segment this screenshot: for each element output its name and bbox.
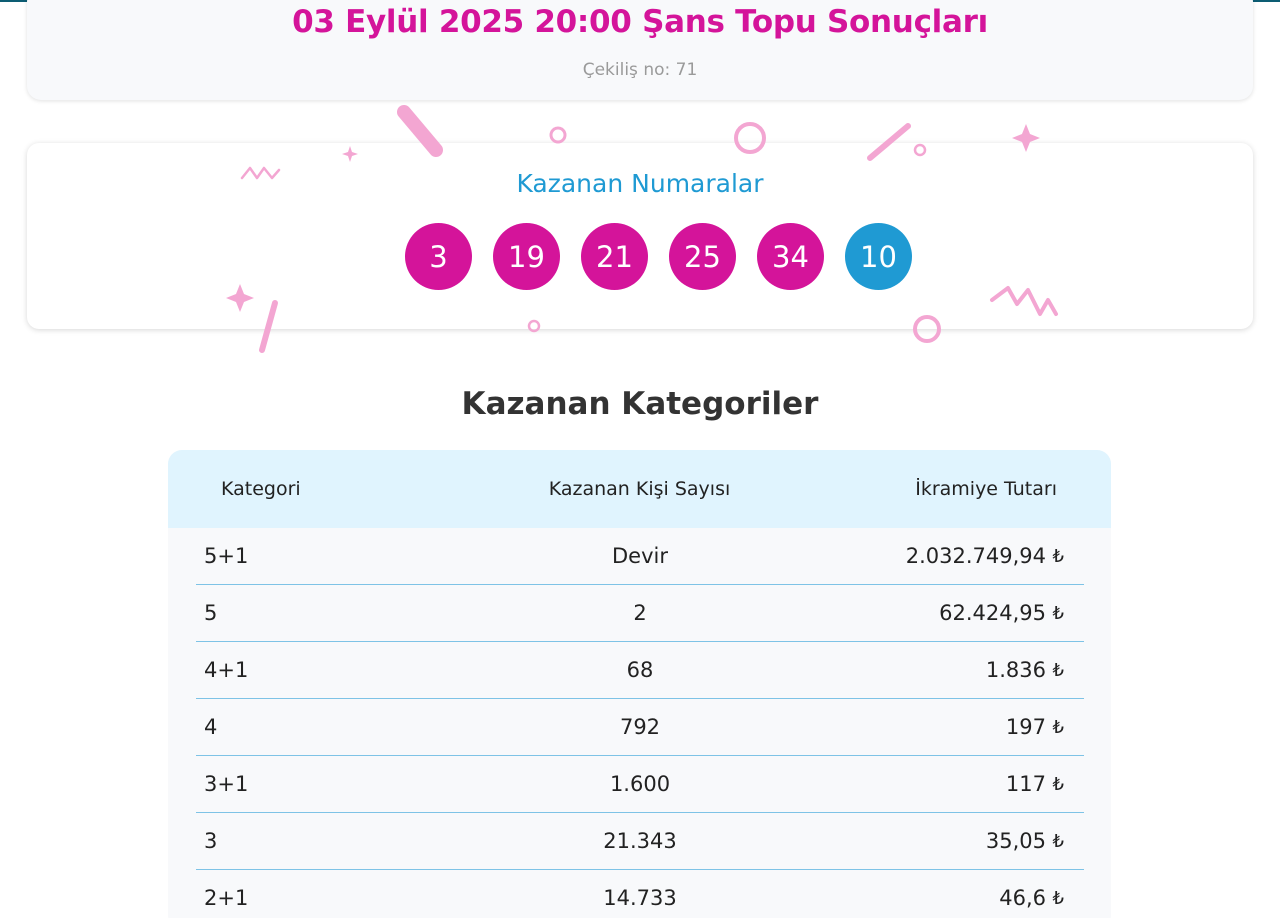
prize-cell: 2.032.749,94: [905, 544, 1046, 568]
table-row: 5+1 Devir 2.032.749,94 ₺: [196, 528, 1084, 585]
draw-number: Çekiliş no: 71: [582, 60, 698, 80]
prize-cell: 197: [1005, 715, 1046, 739]
category-cell: 3: [204, 829, 218, 853]
category-cell: 4+1: [204, 658, 249, 682]
winners-cell: 68: [626, 658, 654, 682]
winners-cell: 21.343: [603, 829, 677, 853]
table-row: 5 2 62.424,95 ₺: [196, 585, 1084, 642]
number-ball: 34: [757, 223, 824, 290]
number-balls: 3 19 21 25 34 10: [405, 223, 912, 290]
lira-icon: ₺: [1052, 888, 1064, 909]
bonus-number-ball: 10: [845, 223, 912, 290]
prize-table: Kategori Kazanan Kişi Sayısı İkramiye Tu…: [168, 450, 1111, 918]
winning-numbers-card: Kazanan Numaralar 3 19 21 25 34 10: [27, 143, 1253, 329]
category-cell: 3+1: [204, 772, 249, 796]
draw-header-card: 03 Eylül 2025 20:00 Şans Topu Sonuçları …: [27, 0, 1253, 100]
table-row: 2+1 14.733 46,6 ₺: [196, 870, 1084, 918]
number-ball: 3: [405, 223, 472, 290]
table-row: 3+1 1.600 117 ₺: [196, 756, 1084, 813]
lira-icon: ₺: [1052, 546, 1064, 567]
column-header-category: Kategori: [221, 478, 301, 500]
table-row: 4 792 197 ₺: [196, 699, 1084, 756]
category-cell: 2+1: [204, 886, 249, 910]
winners-cell: Devir: [612, 544, 668, 568]
prize-cell: 62.424,95: [939, 601, 1046, 625]
page-title: 03 Eylül 2025 20:00 Şans Topu Sonuçları: [292, 4, 988, 40]
column-header-prize: İkramiye Tutarı: [915, 478, 1057, 500]
number-ball: 25: [669, 223, 736, 290]
number-ball: 21: [581, 223, 648, 290]
winners-cell: 792: [619, 715, 661, 739]
table-header: Kategori Kazanan Kişi Sayısı İkramiye Tu…: [168, 450, 1111, 528]
prize-cell: 35,05: [985, 829, 1046, 853]
column-header-winners: Kazanan Kişi Sayısı: [548, 478, 731, 500]
table-row: 3 21.343 35,05 ₺: [196, 813, 1084, 870]
winning-numbers-title: Kazanan Numaralar: [516, 169, 764, 198]
category-cell: 5+1: [204, 544, 249, 568]
winners-cell: 14.733: [603, 886, 677, 910]
table-row: 4+1 68 1.836 ₺: [196, 642, 1084, 699]
prize-cell: 117: [1005, 772, 1046, 796]
winners-cell: 1.600: [609, 772, 671, 796]
prize-cell: 1.836: [985, 658, 1046, 682]
lira-icon: ₺: [1052, 660, 1064, 681]
lira-icon: ₺: [1052, 831, 1064, 852]
category-cell: 5: [204, 601, 218, 625]
category-cell: 4: [204, 715, 218, 739]
winners-cell: 2: [633, 601, 647, 625]
lira-icon: ₺: [1052, 774, 1064, 795]
prize-cell: 46,6: [999, 886, 1046, 910]
categories-title: Kazanan Kategoriler: [461, 386, 819, 422]
lira-icon: ₺: [1052, 603, 1064, 624]
lira-icon: ₺: [1052, 717, 1064, 738]
number-ball: 19: [493, 223, 560, 290]
